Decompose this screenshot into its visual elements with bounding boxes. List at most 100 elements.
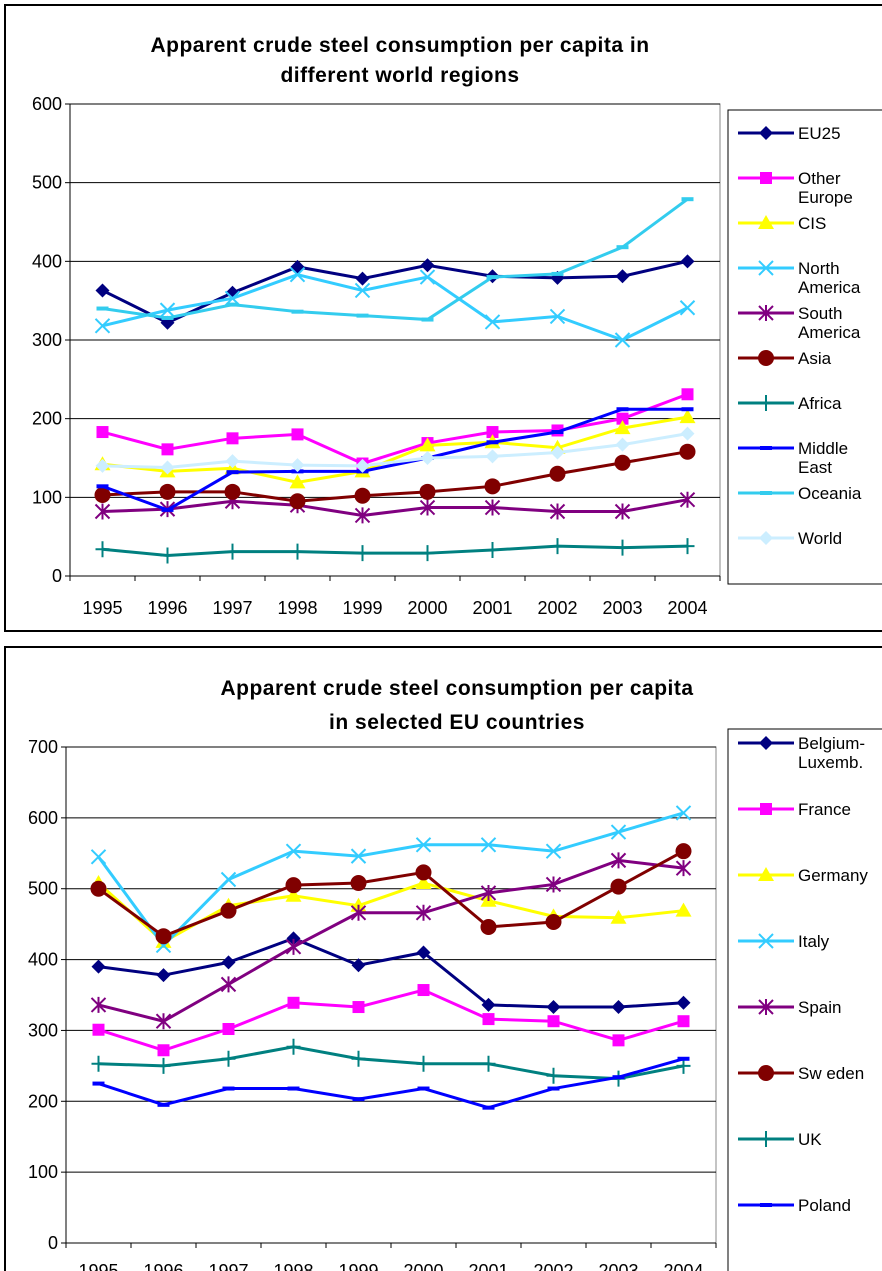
data-point-other-europe <box>291 428 304 441</box>
data-point-north-america <box>159 302 176 318</box>
series-north-america <box>94 266 696 348</box>
legend-box <box>727 728 882 1271</box>
legend-label-france: France <box>798 800 851 819</box>
data-point-asia <box>679 443 696 460</box>
data-point-italy <box>220 871 237 888</box>
data-point-eu25 <box>355 271 370 286</box>
data-point-north-america <box>679 300 696 316</box>
data-point-italy <box>350 848 367 864</box>
eu-countries-chart-svg: Apparent crude steel consumption per cap… <box>4 646 882 1271</box>
data-point-middle-east <box>616 407 629 412</box>
x-tick-label: 1995 <box>82 598 122 618</box>
legend-swatch-marker <box>759 126 773 140</box>
data-point-poland <box>482 1105 495 1110</box>
axes: 0 100 200 300 400 500 600 700 1995 1996 1997 1998 19… <box>28 737 717 1271</box>
x-tick-label: 2002 <box>533 1261 573 1271</box>
world-regions-chart: Apparent crude steel consumption per cap… <box>4 4 882 632</box>
legend-label-world: World <box>798 529 842 548</box>
data-point-oceania <box>421 317 434 322</box>
data-point-world <box>615 437 630 452</box>
data-point-oceania <box>486 275 499 280</box>
data-point-africa <box>485 542 500 559</box>
legend-swatch-marker <box>759 736 773 750</box>
data-point-france <box>482 1013 495 1026</box>
legend-swatch-marker <box>758 260 774 276</box>
x-tick-label: 1995 <box>78 1261 118 1271</box>
y-tick-label: 0 <box>48 1233 58 1253</box>
y-tick-label: 300 <box>28 1020 58 1040</box>
data-point-north-america <box>94 318 111 334</box>
data-point-belgium-luxemb <box>221 955 236 970</box>
data-point-sw-eden <box>285 877 302 894</box>
data-point-other-europe <box>681 388 694 401</box>
data-point-uk <box>91 1055 106 1072</box>
data-point-france <box>222 1023 235 1036</box>
data-point-south-america <box>614 503 631 520</box>
legend-item-germany: Germany <box>738 866 868 885</box>
data-point-spain <box>610 852 627 869</box>
data-point-uk <box>481 1055 496 1072</box>
legend-item-belgium-luxemb: Belgium-Luxemb. <box>738 734 865 772</box>
data-point-asia <box>289 493 306 510</box>
x-tick-label: 2004 <box>667 598 707 618</box>
data-point-oceania <box>356 313 369 318</box>
legend-swatch-marker <box>759 531 773 545</box>
legend-item-africa: Africa <box>738 394 842 413</box>
series-oceania-line <box>102 197 689 322</box>
data-point-uk <box>416 1055 431 1072</box>
data-point-world <box>485 449 500 464</box>
data-point-world <box>95 458 110 473</box>
series-sw-eden <box>90 843 692 945</box>
data-point-belgium-luxemb <box>351 958 366 973</box>
legend-item-eu25: EU25 <box>738 124 841 143</box>
legend-item-spain: Spain <box>738 998 841 1017</box>
data-point-sw-eden <box>480 918 497 935</box>
legend-item-poland: Poland <box>738 1196 851 1215</box>
data-point-spain <box>480 884 497 901</box>
data-point-spain <box>155 1013 172 1030</box>
data-point-belgium-luxemb <box>91 959 106 974</box>
data-point-asia <box>94 486 111 503</box>
x-tick-label: 2004 <box>663 1261 703 1271</box>
data-point-asia <box>224 483 241 500</box>
chart-title-line-1: Apparent crude steel consumption per cap… <box>150 34 649 57</box>
chart-title-line-2: different world regions <box>280 64 519 87</box>
x-tick-label: 1998 <box>277 598 317 618</box>
data-point-sw-eden <box>610 878 627 895</box>
data-point-asia <box>484 478 501 495</box>
series-belgium-luxemb-line <box>98 936 684 1009</box>
legend-label-middle-east: Middle <box>798 439 848 458</box>
legend-item-italy: Italy <box>738 932 830 951</box>
data-point-middle-east <box>226 470 239 475</box>
data-point-north-america <box>549 308 566 325</box>
data-point-italy <box>610 824 627 840</box>
data-point-uk <box>351 1050 366 1067</box>
series-africa-line <box>102 544 688 558</box>
series-layer <box>90 805 692 1110</box>
data-point-eu25 <box>615 269 630 284</box>
data-point-world <box>420 451 435 465</box>
x-tick-label: 1996 <box>143 1261 183 1271</box>
data-point-spain <box>545 876 562 893</box>
data-point-south-america <box>484 499 501 516</box>
data-point-other-europe <box>486 426 499 439</box>
data-point-france <box>92 1023 105 1036</box>
legend-swatch-marker <box>758 1065 774 1081</box>
data-point-spain <box>350 904 367 921</box>
data-point-north-america <box>484 314 501 330</box>
series-north-america-line <box>102 273 689 342</box>
data-point-france <box>547 1015 560 1028</box>
data-point-sw-eden <box>350 875 367 892</box>
legend-label-africa: Africa <box>798 394 842 413</box>
data-point-other-europe <box>161 443 174 456</box>
legend-item-france: France <box>738 800 851 819</box>
data-point-world <box>550 445 565 460</box>
data-point-north-america <box>289 266 306 283</box>
data-point-world <box>680 426 695 441</box>
data-point-italy <box>480 837 497 853</box>
data-point-sw-eden <box>675 843 692 860</box>
data-point-italy <box>90 849 107 865</box>
series-italy <box>90 805 692 954</box>
series-other-europe-line <box>102 392 689 466</box>
data-point-italy <box>415 837 432 853</box>
